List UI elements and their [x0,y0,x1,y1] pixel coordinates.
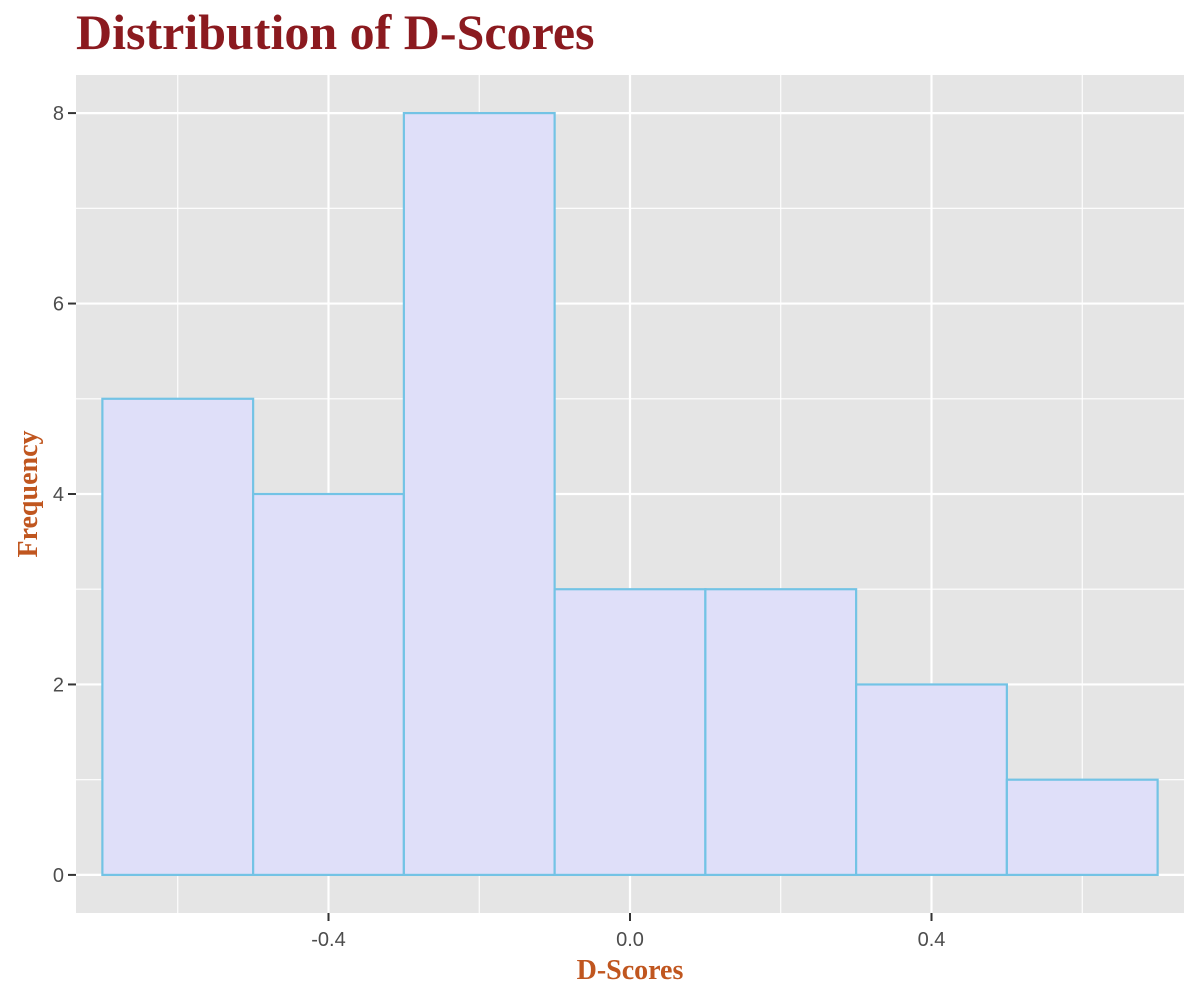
histogram-bar [855,683,1008,877]
x-axis-title: D-Scores [577,955,684,986]
histogram-bars [101,111,1159,877]
y-tick-label: 6 [53,294,64,316]
y-tick-label: 8 [53,103,64,125]
chart-title: Distribution of D-Scores [76,4,595,60]
x-tick-label: -0.4 [311,929,345,951]
y-axis-title: Frequency [13,430,44,557]
axis-ticks: 0 2 4 6 8 -0.4 0.0 0.4 [53,103,946,951]
histogram-bar [252,492,405,877]
x-tick-label: 0.4 [918,929,946,951]
histogram-bar [402,111,556,877]
y-tick-label: 2 [53,674,64,696]
y-tick-label: 4 [53,484,64,506]
histogram-bar [101,397,255,877]
histogram-bar [553,588,707,877]
histogram-bar [704,588,858,877]
y-tick-label: 0 [53,865,64,887]
x-tick-label: 0.0 [616,929,644,951]
histogram-bar [1005,778,1159,877]
